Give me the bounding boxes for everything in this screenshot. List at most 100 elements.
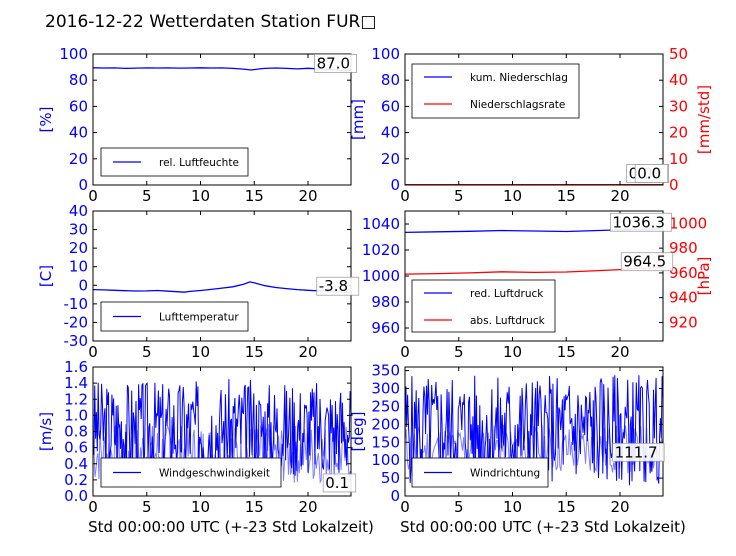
y-tick-label: 0.4 <box>64 455 88 473</box>
y2-tick-label: 0 <box>669 176 679 194</box>
x-tick-label: 10 <box>191 187 210 205</box>
x-tick-label: 5 <box>142 187 152 205</box>
y-tick-label: 60 <box>381 97 400 115</box>
x-tick-label: 10 <box>191 343 210 361</box>
y-tick-label: 200 <box>371 415 400 433</box>
y-tick-label: 20 <box>381 150 400 168</box>
x-tick-label: 0 <box>88 498 98 516</box>
y2-tick-label: 940 <box>669 289 698 307</box>
x-axis-label: Std 00:00:00 UTC (+-23 Std Lokalzeit) <box>400 518 686 536</box>
y-tick-label: 1.4 <box>64 374 88 392</box>
y-axis-label: [%] <box>37 107 55 133</box>
y-tick-label: 1.6 <box>64 358 88 376</box>
legend-label: abs. Luftdruck <box>470 315 546 327</box>
y-tick-label: 1000 <box>362 267 400 285</box>
x-tick-label: 20 <box>298 187 317 205</box>
x-tick-label: 15 <box>557 498 576 516</box>
y-tick-label: 0 <box>78 276 88 294</box>
x-tick-label: 0 <box>400 343 410 361</box>
y-tick-label: 0 <box>78 176 88 194</box>
annotation-label: 111.7 <box>615 443 658 461</box>
y-tick-label: 60 <box>69 97 88 115</box>
y2-tick-label: 960 <box>669 264 698 282</box>
y-tick-label: 40 <box>69 202 88 220</box>
legend-label: Niederschlagsrate <box>470 99 565 111</box>
legend-label: Lufttemperatur <box>159 312 239 324</box>
x-tick-label: 5 <box>454 498 464 516</box>
y-tick-label: -10 <box>64 295 89 313</box>
y2-tick-label: 30 <box>669 97 688 115</box>
y-tick-label: 0.6 <box>64 439 88 457</box>
y-axis-label: [deg] <box>349 412 367 452</box>
legend-label: Windrichtung <box>470 468 540 480</box>
annotation-label: 0.1 <box>325 474 349 492</box>
y-tick-label: 350 <box>371 362 400 380</box>
y2-tick-label: 20 <box>669 124 688 142</box>
y-tick-label: 80 <box>381 71 400 89</box>
y-tick-label: 50 <box>381 469 400 487</box>
y2-tick-label: 40 <box>669 71 688 89</box>
x-tick-label: 20 <box>298 343 317 361</box>
y-tick-label: 1.0 <box>64 406 88 424</box>
x-tick-label: 15 <box>557 187 576 205</box>
y-tick-label: 1.2 <box>64 390 88 408</box>
y-tick-label: 1020 <box>362 241 400 259</box>
x-tick-label: 0 <box>88 343 98 361</box>
y-tick-label: 980 <box>371 293 400 311</box>
y2-tick-label: 1000 <box>669 214 707 232</box>
x-tick-label: 20 <box>610 343 629 361</box>
y-tick-label: 100 <box>371 451 400 469</box>
y-tick-label: 150 <box>371 433 400 451</box>
y2-axis-label: [mm/std] <box>695 85 713 154</box>
x-tick-label: 15 <box>557 343 576 361</box>
y-axis-label: [m/s] <box>37 412 55 451</box>
y-tick-label: 100 <box>371 45 400 63</box>
annotation-label: -3.8 <box>319 277 348 295</box>
x-tick-label: 5 <box>142 498 152 516</box>
series-line-lufttemperatur <box>93 282 351 292</box>
y-tick-label: -20 <box>64 313 89 331</box>
y-tick-label: 0.0 <box>64 487 88 505</box>
y-tick-label: 20 <box>69 239 88 257</box>
y-tick-label: 1040 <box>362 215 400 233</box>
legend-label: kum. Niederschlag <box>470 72 568 84</box>
x-tick-label: 15 <box>245 343 264 361</box>
x-tick-label: 0 <box>88 187 98 205</box>
y-tick-label: 0.8 <box>64 423 88 441</box>
legend-label: Windgeschwindigkeit <box>159 468 270 480</box>
y2-axis-label: [hPa] <box>695 257 713 296</box>
y-tick-label: 960 <box>371 319 400 337</box>
y-tick-label: 0 <box>390 487 400 505</box>
y-axis-label: [C] <box>37 265 55 287</box>
x-tick-label: 10 <box>191 498 210 516</box>
x-tick-label: 10 <box>503 498 522 516</box>
y-tick-label: 20 <box>69 150 88 168</box>
y2-tick-label: 10 <box>669 150 688 168</box>
x-tick-label: 20 <box>298 498 317 516</box>
page-title: 2016-12-22 Wetterdaten Station FUR□ <box>45 12 376 32</box>
x-tick-label: 15 <box>245 498 264 516</box>
y-tick-label: 80 <box>69 71 88 89</box>
y-tick-label: 0 <box>390 176 400 194</box>
annotation-label: 1036.3 <box>612 213 665 231</box>
x-tick-label: 5 <box>142 343 152 361</box>
x-axis-label: Std 00:00:00 UTC (+-23 Std Lokalzeit) <box>88 518 374 536</box>
annotation-label: 964.5 <box>623 253 666 271</box>
y-tick-label: 30 <box>69 221 88 239</box>
y-tick-label: 250 <box>371 397 400 415</box>
series-line-rel-luftfeuchte <box>93 68 351 71</box>
x-tick-label: 5 <box>454 187 464 205</box>
y-tick-label: 100 <box>59 45 88 63</box>
annotation-label: 0.0 <box>637 164 661 182</box>
x-tick-label: 20 <box>610 187 629 205</box>
y-tick-label: 40 <box>381 124 400 142</box>
x-tick-label: 10 <box>503 187 522 205</box>
y2-tick-label: 920 <box>669 313 698 331</box>
